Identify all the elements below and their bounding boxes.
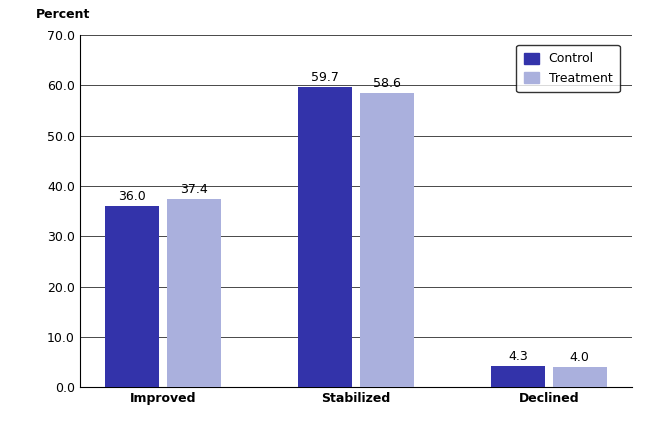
Bar xyxy=(105,206,159,387)
Legend: Control, Treatment: Control, Treatment xyxy=(516,45,620,92)
Bar xyxy=(298,87,352,387)
Text: Percent: Percent xyxy=(36,8,90,21)
Text: 58.6: 58.6 xyxy=(372,77,400,89)
Text: 37.4: 37.4 xyxy=(180,183,207,196)
Bar xyxy=(360,92,414,387)
Bar xyxy=(167,199,221,387)
Bar xyxy=(553,367,606,387)
Bar xyxy=(491,366,545,387)
Text: 36.0: 36.0 xyxy=(118,190,146,203)
Text: 4.0: 4.0 xyxy=(570,351,590,364)
Text: 4.3: 4.3 xyxy=(508,349,528,363)
Text: 59.7: 59.7 xyxy=(311,71,339,84)
